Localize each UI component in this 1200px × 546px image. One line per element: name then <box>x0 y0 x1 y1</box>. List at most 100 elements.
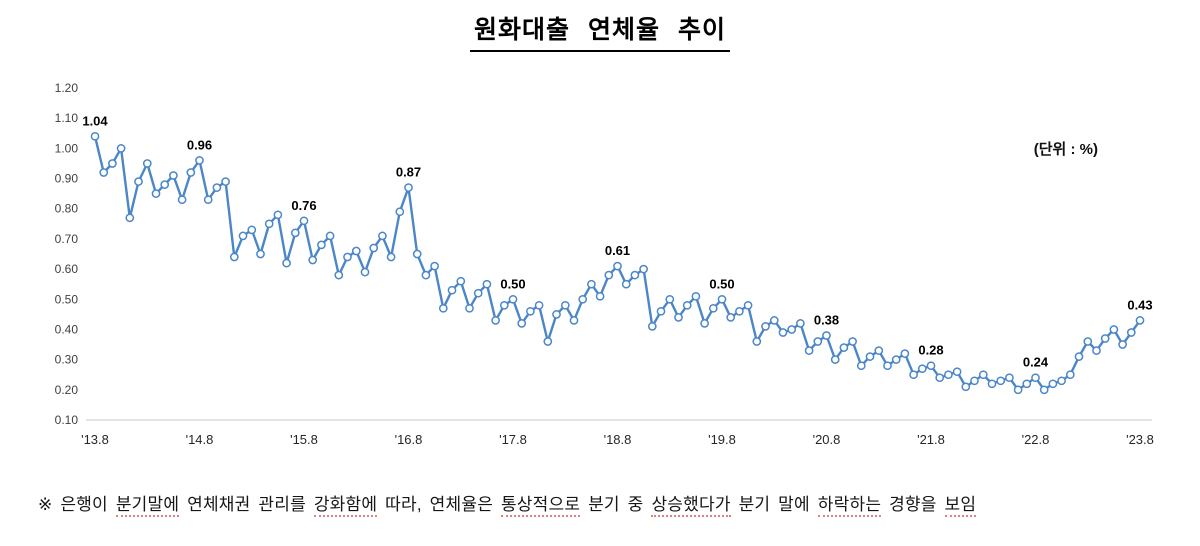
data-point-marker <box>595 291 605 301</box>
data-point-marker <box>325 231 335 241</box>
data-point-marker <box>395 207 405 217</box>
data-point-marker <box>674 313 683 322</box>
footnote: ※ 은행이 분기말에 연체채권 관리를 강화함에 따라, 연체율은 통상적으로 … <box>38 492 1178 518</box>
data-point-marker <box>682 300 692 310</box>
y-axis-tick-label: 0.50 <box>55 292 79 306</box>
x-axis-tick-label: '15.8 <box>290 432 318 447</box>
data-point-marker <box>944 370 953 380</box>
data-point-marker <box>935 373 945 383</box>
data-point-label: 0.43 <box>1127 297 1152 312</box>
data-point-marker <box>987 379 997 389</box>
data-point-marker <box>978 370 988 380</box>
x-axis-tick-label: '20.8 <box>813 432 841 447</box>
data-point-marker <box>778 328 788 337</box>
data-point-marker <box>1126 328 1136 337</box>
data-point-marker <box>621 279 631 289</box>
data-point-marker <box>116 144 126 153</box>
data-point-marker <box>856 361 866 371</box>
data-point-marker <box>1039 385 1049 395</box>
data-point-marker <box>308 255 318 265</box>
data-point-marker <box>900 349 910 358</box>
footnote-segment: 연체채권 관리를 <box>179 495 314 514</box>
data-point-marker <box>369 243 379 253</box>
data-point-label: 0.28 <box>918 343 943 358</box>
data-point-marker <box>587 279 596 289</box>
data-point-marker <box>465 303 474 313</box>
x-axis-tick-label: '22.8 <box>1022 432 1050 447</box>
y-axis-tick-label: 0.20 <box>55 383 79 397</box>
y-axis-tick-label: 0.10 <box>55 413 79 427</box>
data-point-marker <box>108 159 117 168</box>
data-point-marker <box>334 270 344 280</box>
unit-label: (단위 : %) <box>1034 141 1098 158</box>
data-point-marker <box>848 337 857 346</box>
x-axis-tick-label: '23.8 <box>1126 432 1154 447</box>
footnote-underlined-word: 보임 <box>944 495 977 517</box>
data-point-marker <box>647 322 657 331</box>
data-point-marker <box>952 367 962 377</box>
data-point-marker <box>822 331 831 340</box>
data-point-marker <box>743 300 753 310</box>
data-point-marker <box>926 361 936 371</box>
data-point-marker <box>273 210 283 220</box>
data-point-marker <box>813 337 823 346</box>
data-point-marker <box>1057 376 1066 386</box>
data-point-marker <box>264 219 274 229</box>
data-point-marker <box>517 319 527 328</box>
data-point-marker <box>909 370 918 380</box>
data-point-label: 0.61 <box>605 243 630 258</box>
data-point-marker <box>456 276 466 286</box>
data-point-marker <box>290 228 300 238</box>
data-point-marker <box>752 337 762 346</box>
data-point-marker <box>351 246 361 256</box>
y-axis-tick-label: 0.30 <box>55 353 79 367</box>
footnote-segment: 경향을 <box>881 495 945 514</box>
data-point-marker <box>473 288 483 298</box>
data-point-marker <box>1074 352 1084 361</box>
data-point-marker <box>142 159 152 168</box>
data-point-label: 0.50 <box>500 276 525 291</box>
data-point-marker <box>508 294 518 304</box>
data-point-marker <box>317 240 326 250</box>
data-point-marker <box>1135 316 1145 325</box>
footnote-segment: 분기 중 <box>580 495 652 514</box>
data-point-marker <box>874 346 884 355</box>
footnote-segment: 따라, 연체율은 <box>377 495 501 514</box>
data-point-marker <box>996 376 1006 386</box>
y-axis-tick-label: 0.40 <box>55 322 79 336</box>
data-point-marker <box>839 343 849 352</box>
data-point-label: 0.96 <box>187 137 212 152</box>
data-point-marker <box>421 270 431 280</box>
data-point-marker <box>761 322 770 331</box>
data-point-marker <box>700 319 709 328</box>
data-point-marker <box>482 279 492 289</box>
line-chart: 1.20 1.10 1.00 0.90 0.80 0.70 0.60 0.50 0.40 0.30… <box>0 62 1200 472</box>
data-point-marker <box>412 249 422 259</box>
footnote-text: ※ 은행이 분기말에 연체채권 관리를 강화함에 따라, 연체율은 통상적으로 … <box>38 495 977 517</box>
delinquency-rate-line-chart: 1.20 1.10 1.00 0.90 0.80 0.70 0.60 0.50 0.40 0.30… <box>55 81 1154 447</box>
data-point-marker <box>134 177 143 186</box>
data-point-marker <box>691 291 701 301</box>
data-point-label: 1.04 <box>82 113 108 128</box>
data-point-marker <box>604 270 614 280</box>
x-axis-tick-label: '18.8 <box>604 432 632 447</box>
chart-title: 원화대출 연체율 추이 <box>470 10 730 52</box>
data-point-marker <box>169 171 178 180</box>
data-point-marker <box>769 316 779 325</box>
data-point-marker <box>221 177 230 186</box>
data-point-marker <box>430 261 439 271</box>
footnote-underlined-word: 하락하는 <box>817 495 882 517</box>
data-point-marker <box>151 189 161 198</box>
data-point-marker <box>491 316 500 325</box>
title-row: 원화대출 연체율 추이 <box>0 0 1200 52</box>
data-point-marker <box>970 376 979 386</box>
data-point-marker <box>378 231 387 241</box>
data-point-marker <box>1118 340 1127 349</box>
data-point-marker <box>499 300 509 310</box>
data-point-marker <box>787 325 797 334</box>
y-axis-tick-label: 0.90 <box>55 172 79 186</box>
data-point-marker <box>90 131 100 141</box>
data-point-marker <box>177 195 187 205</box>
data-point-marker <box>665 294 675 304</box>
data-point-marker <box>708 303 718 313</box>
